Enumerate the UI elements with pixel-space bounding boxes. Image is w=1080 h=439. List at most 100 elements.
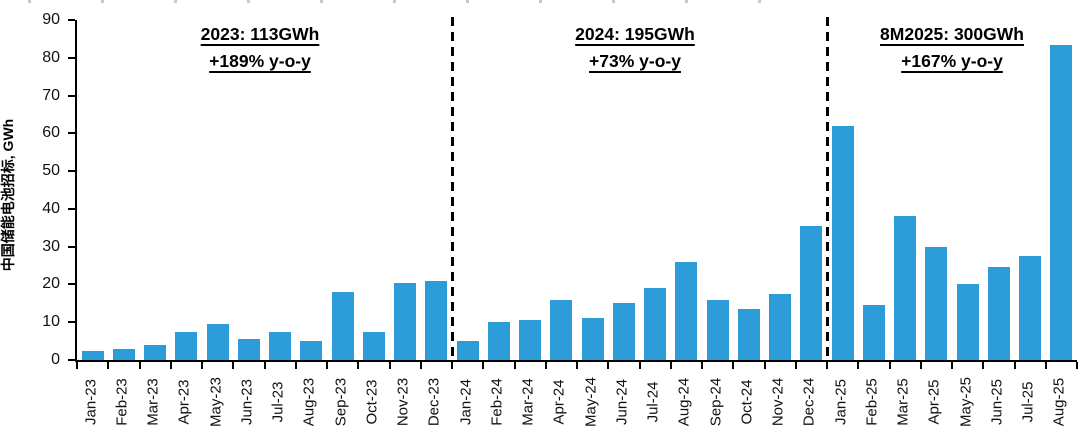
y-tick-20 <box>68 283 75 286</box>
x-tick-10 <box>388 362 391 369</box>
x-tick-11 <box>419 362 422 369</box>
x-label-Jun-23: Jun-23 <box>238 379 256 425</box>
bar-Feb-23 <box>112 348 135 360</box>
year-separator-2023-2024 <box>450 17 454 360</box>
bar-slot-Dec-23 <box>421 20 452 360</box>
bar-Jul-25 <box>1019 256 1042 360</box>
bar-May-23 <box>206 324 229 360</box>
bar-Sep-24 <box>706 299 729 360</box>
x-tick-17 <box>607 362 610 369</box>
bar-Jul-23 <box>269 331 292 360</box>
x-label-slot-Jun-24: Jun-24 <box>606 369 637 435</box>
y-tick-60 <box>68 132 75 135</box>
bar-slot-Jun-25 <box>983 20 1014 360</box>
y-tick-label-30: 30 <box>42 237 60 255</box>
bar-Sep-23 <box>331 292 354 360</box>
year-separator-2024-2025 <box>825 17 829 360</box>
annotation-2024-yoy: +73% y-o-y <box>589 51 681 71</box>
bar-Jun-25 <box>987 267 1010 360</box>
x-label-slot-Aug-24: Aug-24 <box>669 369 700 435</box>
bar-slot-Jun-24 <box>608 20 639 360</box>
x-label-slot-Dec-23: Dec-23 <box>419 369 450 435</box>
bar-May-25 <box>956 284 979 360</box>
x-label-slot-May-25: May-25 <box>950 369 981 435</box>
x-tick-16 <box>576 362 578 369</box>
x-label-Jul-24: Jul-24 <box>644 381 662 423</box>
x-tick-27 <box>919 362 922 369</box>
bar-slot-Jul-24 <box>640 20 671 360</box>
annotation-2024-total: 2024: 195GWh <box>575 24 695 44</box>
x-tick-12 <box>451 362 453 369</box>
x-label-slot-Sep-24: Sep-24 <box>700 369 731 435</box>
x-label-Feb-25: Feb-25 <box>863 378 881 426</box>
x-label-slot-Jul-25: Jul-25 <box>1013 369 1044 435</box>
x-label-Jan-23: Jan-23 <box>82 379 100 425</box>
x-tick-7 <box>294 362 297 369</box>
bar-Apr-25 <box>925 246 948 360</box>
x-tick-21 <box>732 362 735 369</box>
bar-slot-Apr-25 <box>921 20 952 360</box>
y-tick-30 <box>68 245 75 248</box>
bar-slot-May-23 <box>202 20 233 360</box>
x-tick-32 <box>1076 362 1078 369</box>
x-label-Mar-24: Mar-24 <box>519 378 537 426</box>
y-tick-90 <box>68 19 75 21</box>
bar-Apr-23 <box>175 331 198 360</box>
x-label-slot-Jun-25: Jun-25 <box>981 369 1012 435</box>
y-tick-0 <box>68 359 75 361</box>
x-tick-14 <box>513 362 516 369</box>
bar-Jan-24 <box>456 341 479 360</box>
y-tick-label-0: 0 <box>51 351 60 368</box>
y-tick-70 <box>68 94 75 97</box>
x-tick-8 <box>326 362 328 369</box>
bar-slot-Apr-23 <box>171 20 202 360</box>
bar-slot-Sep-24 <box>702 20 733 360</box>
x-tick-6 <box>263 362 266 369</box>
bar-slot-Feb-24 <box>483 20 514 360</box>
annotation-2023-yoy: +189% y-o-y <box>209 51 311 71</box>
bar-slot-Nov-24 <box>765 20 796 360</box>
x-label-slot-Jul-24: Jul-24 <box>638 369 669 435</box>
bar-series <box>77 20 1077 360</box>
x-tick-0 <box>76 362 78 369</box>
x-tick-24 <box>826 362 828 369</box>
plot-area: 2023: 113GWh +189% y-o-y 2024: 195GWh +7… <box>68 17 1078 369</box>
bar-slot-Sep-23 <box>327 20 358 360</box>
x-label-Nov-23: Nov-23 <box>394 377 412 427</box>
bar-Aug-24 <box>675 261 698 360</box>
bar-slot-Jun-23 <box>233 20 264 360</box>
x-label-slot-Mar-25: Mar-25 <box>888 369 919 435</box>
bar-slot-Aug-23 <box>296 20 327 360</box>
x-label-slot-Feb-24: Feb-24 <box>481 369 512 435</box>
x-label-Aug-24: Aug-24 <box>675 377 693 427</box>
bar-slot-May-24 <box>577 20 608 360</box>
bar-Jul-24 <box>644 288 667 360</box>
x-label-Mar-25: Mar-25 <box>894 378 912 426</box>
bar-slot-Jan-23 <box>77 20 108 360</box>
x-label-Oct-23: Oct-23 <box>363 379 381 425</box>
x-label-Feb-23: Feb-23 <box>113 378 131 426</box>
x-tick-5 <box>232 362 235 369</box>
x-tick-25 <box>857 362 860 369</box>
y-tick-label-40: 40 <box>42 199 60 217</box>
x-label-Jan-24: Jan-24 <box>457 379 475 425</box>
x-label-slot-Dec-24: Dec-24 <box>794 369 825 435</box>
annotation-2024: 2024: 195GWh +73% y-o-y <box>575 21 695 75</box>
y-tick-label-90: 90 <box>42 11 60 28</box>
x-tick-23 <box>794 362 797 369</box>
x-label-May-25: May-25 <box>957 376 975 428</box>
x-label-slot-Sep-23: Sep-23 <box>325 369 356 435</box>
x-label-slot-Feb-23: Feb-23 <box>106 369 137 435</box>
x-label-Jul-23: Jul-23 <box>269 381 287 423</box>
x-label-slot-May-23: May-23 <box>200 369 231 435</box>
bar-slot-Oct-23 <box>358 20 389 360</box>
annotation-8m2025-total: 8M2025: 300GWh <box>880 24 1024 44</box>
x-label-Sep-23: Sep-23 <box>332 377 350 427</box>
bar-slot-Dec-24 <box>796 20 827 360</box>
bar-Mar-24 <box>519 320 542 360</box>
y-tick-label-70: 70 <box>42 86 60 104</box>
bar-Feb-25 <box>862 305 885 360</box>
bar-Nov-24 <box>769 293 792 360</box>
x-tick-9 <box>357 362 360 369</box>
